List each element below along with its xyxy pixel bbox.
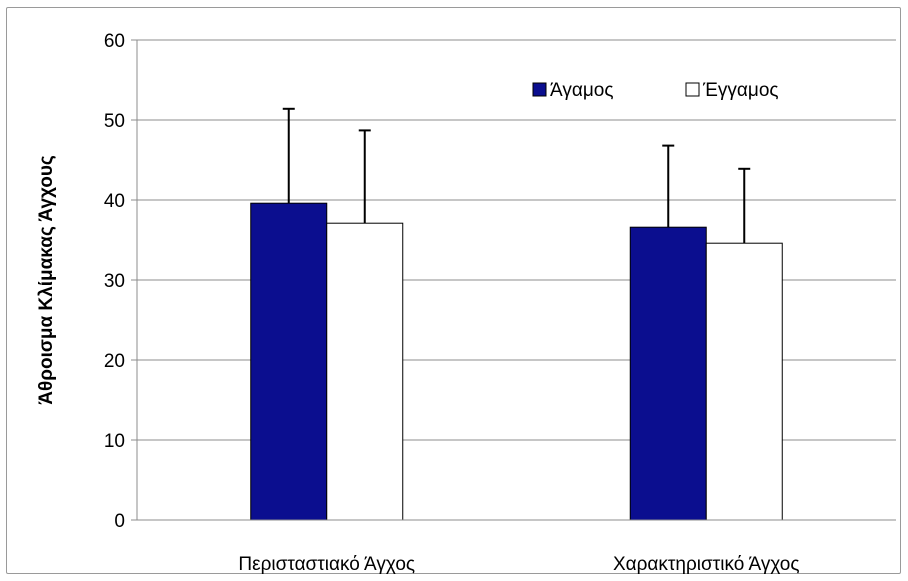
error-bars [282, 107, 751, 244]
y-axis-title: Άθροισμα Κλίμακας Άγχους [36, 155, 57, 405]
y-tick-label: 20 [104, 351, 125, 372]
legend-swatch [685, 82, 700, 97]
legend[interactable]: Άγαμος Έγγαμος [532, 80, 779, 101]
legend-swatch [532, 82, 547, 97]
y-tick-label: 30 [104, 271, 125, 292]
y-tick-label: 40 [104, 191, 125, 212]
axes: 0 10 20 30 40 50 60 Περισταστιακό Άγχος Χαρακτηρ… [104, 31, 896, 575]
x-category-label: Περισταστιακό Άγχος [238, 554, 415, 575]
bar [250, 202, 328, 521]
bars [250, 202, 783, 521]
legend-label: Έγγαμος [702, 80, 779, 101]
x-category-label: Χαρακτηριστικό Άγχος [613, 554, 800, 575]
y-tick-label: 10 [104, 431, 125, 452]
legend-label: Άγαμος [550, 80, 614, 101]
bar [326, 222, 404, 521]
bar [629, 226, 707, 521]
y-tick-label: 50 [104, 111, 125, 132]
y-tick-label: 0 [114, 511, 125, 532]
y-tick-label: 60 [104, 31, 125, 52]
bar [705, 242, 783, 521]
